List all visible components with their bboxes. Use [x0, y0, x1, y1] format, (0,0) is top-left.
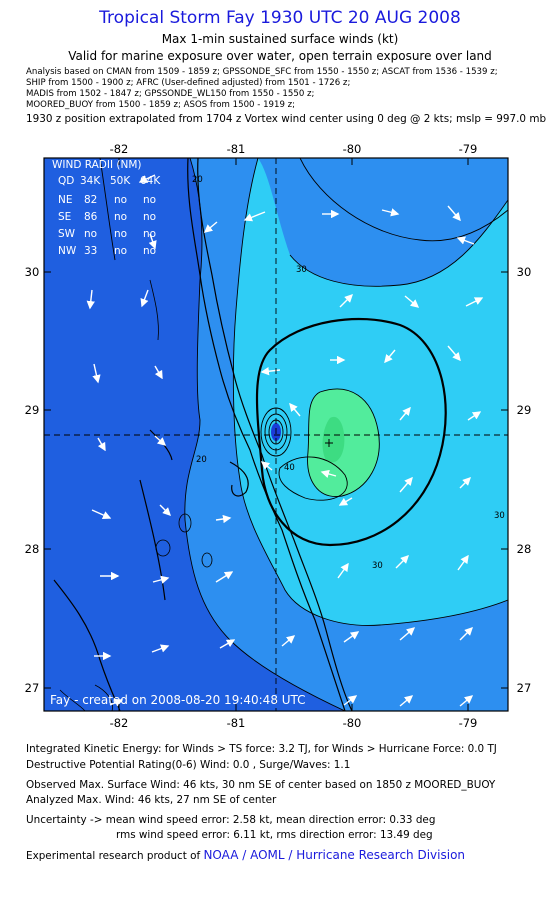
wind-field-map: 20 30 40 30 30 20 -82 -81 -80 -79 -82 -	[25, 142, 532, 730]
lat-tick-label: 29	[25, 403, 40, 417]
wind-radii-cell: no	[114, 245, 127, 257]
lat-tick-label: 28	[25, 542, 40, 556]
wind-radii-cell: SE	[58, 211, 71, 223]
lon-tick-label: -79	[459, 716, 478, 730]
lon-tick-label: -82	[110, 142, 129, 156]
wind-radii-cell: no	[114, 194, 127, 206]
wind-radii-cell: no	[84, 228, 97, 240]
contour-label: 40	[284, 463, 295, 473]
observed-max-line: Observed Max. Surface Wind: 46 kts, 30 n…	[26, 779, 496, 791]
contour-label: 30	[494, 511, 505, 521]
lon-tick-label: -80	[343, 142, 362, 156]
lat-tick-label: 28	[517, 542, 532, 556]
wind-radii-table: WIND RADII (NM) QD 34K 50K 64K NE 82 no …	[52, 159, 161, 257]
lat-tick-label: 27	[25, 681, 40, 695]
lat-tick-label: 27	[517, 681, 532, 695]
validity-note: Valid for marine exposure over water, op…	[68, 49, 492, 63]
tropical-storm-force-contour	[255, 317, 447, 547]
credit-prefix: Experimental research product of	[26, 850, 201, 862]
wind-radii-cell: no	[114, 211, 127, 223]
credit-org-link[interactable]: NOAA / AOML / Hurricane Research Divisio…	[203, 848, 466, 862]
ike-line: Integrated Kinetic Energy: for Winds > T…	[26, 743, 497, 755]
lon-tick-label: -81	[227, 716, 246, 730]
wind-radii-cell: no	[143, 211, 156, 223]
credit-line: Experimental research product of NOAA / …	[26, 848, 465, 862]
wind-radii-cell: NE	[58, 194, 73, 206]
isotach-contours	[99, 158, 508, 711]
wind-radii-cell: no	[114, 228, 127, 240]
uncertainty-rms-line: rms wind speed error: 6.11 kt, rms direc…	[116, 829, 433, 841]
dpr-line: Destructive Potential Rating(0-6) Wind: …	[26, 759, 351, 771]
wind-max-core	[322, 416, 345, 463]
contour-label: 20	[192, 175, 203, 185]
wind-radii-cell: 33	[84, 245, 97, 257]
analysis-line: Analysis based on CMAN from 1509 - 1859 …	[26, 67, 498, 77]
uncertainty-line: Uncertainty -> mean wind speed error: 2.…	[26, 814, 436, 826]
map-title: Tropical Storm Fay 1930 UTC 20 AUG 2008	[99, 8, 461, 28]
contour-label: 20	[196, 455, 207, 465]
lon-tick-label: -81	[227, 142, 246, 156]
analyzed-max-line: Analyzed Max. Wind: 46 kts, 27 nm SE of …	[26, 794, 277, 806]
axis-ticks	[44, 158, 508, 711]
map-subtitle: Max 1-min sustained surface winds (kt)	[161, 32, 399, 46]
wind-radii-header: QD	[58, 175, 74, 187]
map-credit: Fay - created on 2008-08-20 19:40:48 UTC	[50, 693, 306, 707]
wind-radii-title: WIND RADII (NM)	[52, 159, 142, 171]
plot-frame	[43, 157, 509, 712]
wind-radii-cell: 82	[84, 194, 97, 206]
lon-tick-label: -79	[459, 142, 478, 156]
wind-radii-cell: 86	[84, 211, 98, 223]
contour-label: 30	[372, 561, 383, 571]
wind-radii-cell: no	[143, 245, 156, 257]
wind-vectors	[86, 174, 484, 707]
wind-radii-header: 64K	[140, 175, 161, 187]
lat-tick-label: 30	[25, 265, 40, 279]
lakes-and-rivers	[59, 279, 213, 711]
wind-radii-cell: SW	[58, 228, 76, 240]
wind-radii-cell: no	[143, 194, 156, 206]
lon-tick-label: -82	[110, 716, 129, 730]
wind-radii-header: 34K	[80, 175, 101, 187]
max-wind-marker	[325, 439, 333, 447]
contour-label: 30	[296, 265, 307, 275]
analysis-line: MOORED_BUOY from 1500 - 1859 z; ASOS fro…	[26, 100, 296, 110]
analysis-line: MADIS from 1502 - 1847 z; GPSSONDE_WL150…	[26, 89, 315, 99]
analysis-line: SHIP from 1500 - 1900 z; AFRC (User-defi…	[26, 78, 351, 88]
wind-radii-cell: no	[143, 228, 156, 240]
center-crosshair	[44, 158, 508, 711]
position-note: 1930 z position extrapolated from 1704 z…	[26, 113, 547, 125]
wind-radii-cell: NW	[58, 245, 77, 257]
wind-radii-header: 50K	[110, 175, 131, 187]
lat-tick-label: 29	[517, 403, 532, 417]
lon-tick-label: -80	[343, 716, 362, 730]
lat-tick-label: 30	[517, 265, 532, 279]
wind-30-40-region	[233, 158, 508, 626]
